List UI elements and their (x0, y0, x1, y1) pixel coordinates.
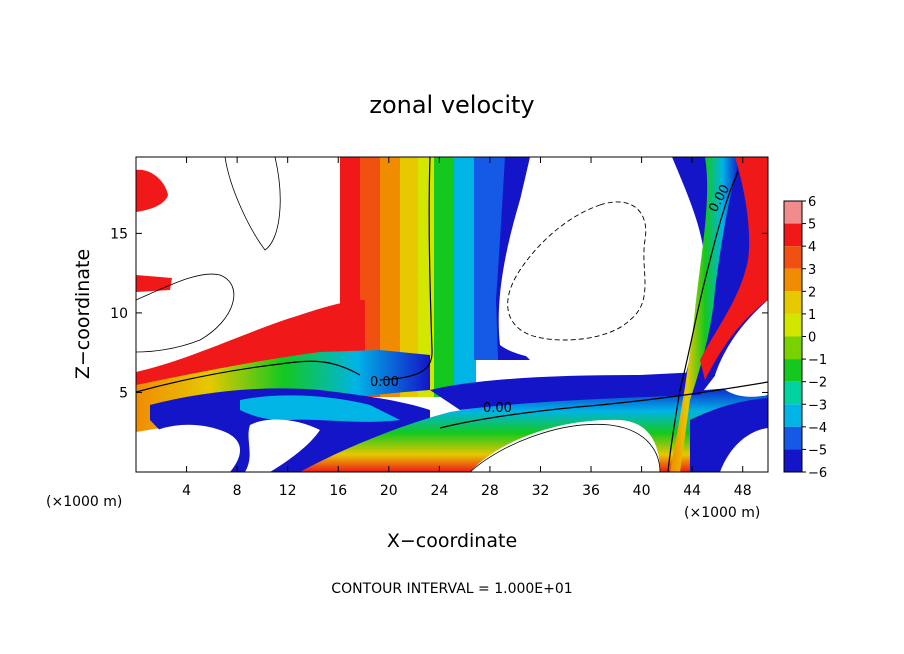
colorbar-swatch (784, 201, 802, 224)
hole-mid (245, 419, 320, 472)
colorbar: 6 5 4 3 2 1 0 −1 −2 −3 −4 −5 −6 (783, 195, 827, 481)
band-amber (380, 157, 402, 397)
x-axis-ticks: 4 8 12 16 20 24 28 32 36 40 44 48 (182, 157, 752, 499)
colorbar-label: 5 (808, 218, 816, 233)
x-tick-label: 48 (734, 483, 752, 499)
contour-interval-note: CONTOUR INTERVAL = 1.000E+01 (331, 581, 572, 597)
colorbar-swatch (784, 268, 802, 292)
colorbar-swatch (784, 359, 802, 382)
y-tick-label: 10 (110, 306, 128, 322)
x-tick-label: 28 (481, 483, 499, 499)
colorbar-label: −3 (808, 398, 827, 413)
colorbar-label: 4 (808, 240, 816, 255)
hole-upper-left (136, 264, 242, 350)
jet-blue (430, 372, 700, 410)
ribbon-lower-right-white (720, 428, 768, 472)
chart-title: zonal velocity (369, 91, 534, 119)
ribbon-right-inner (670, 157, 740, 472)
ribbon-right-red (700, 157, 768, 380)
x-tick-label: 8 (233, 483, 242, 499)
y-axis-label: Z−coordinate (72, 249, 94, 379)
shear-layer-cyan (240, 395, 400, 422)
hole-upper-right (498, 157, 680, 361)
colorbar-swatch (784, 381, 802, 405)
contour-lines (136, 157, 768, 472)
colorbar-swatch (784, 449, 802, 472)
contour-thin-left (136, 273, 235, 353)
contour-dashed-upper (507, 201, 647, 341)
colorbar-label: 3 (808, 263, 816, 278)
band-yellow (400, 157, 420, 397)
contour-thin-top (224, 157, 281, 251)
contour-zero-central (379, 157, 433, 381)
x-axis-label: X−coordinate (387, 530, 517, 552)
x-tick-label: 36 (582, 483, 600, 499)
colorbar-swatch (784, 426, 802, 450)
x-tick-label: 20 (380, 483, 398, 499)
velocity-field: 0.00 0.00 0.00 (136, 157, 768, 472)
colorbar-swatch (784, 223, 802, 247)
colorbar-label: −5 (808, 443, 827, 458)
patch-left-top (136, 169, 168, 212)
y-axis-ticks: 5 10 15 (110, 226, 768, 401)
contour-label-1: 0.00 (370, 375, 399, 390)
band-green (434, 157, 456, 397)
x-tick-label: 24 (430, 483, 448, 499)
hole-bottom-right (470, 419, 660, 472)
colorbar-label: 1 (808, 308, 816, 323)
band-cyan (454, 157, 476, 397)
y-tick-label: 15 (110, 226, 128, 242)
x-tick-label: 32 (532, 483, 550, 499)
y-tick-label: 5 (119, 385, 128, 401)
contour-label-2: 0.00 (483, 401, 512, 416)
x-tick-label: 44 (683, 483, 701, 499)
x-unit-right: (×1000 m) (684, 505, 760, 521)
colorbar-swatch (784, 404, 802, 427)
x-tick-label: 12 (279, 483, 297, 499)
x-tick-label: 40 (633, 483, 651, 499)
contour-thin-bottom (469, 423, 661, 472)
colorbar-label: −6 (808, 466, 827, 481)
contour-zero-lower (439, 381, 768, 429)
x-tick-label: 4 (182, 483, 191, 499)
plot-frame (135, 156, 769, 473)
colorbar-swatch (784, 291, 802, 314)
x-tick-label: 16 (329, 483, 347, 499)
colorbar-label: −4 (808, 421, 827, 436)
hole-left (136, 424, 240, 472)
colorbar-label: 6 (808, 195, 816, 210)
colorbar-label: 2 (808, 285, 816, 300)
contour-zero-right (667, 171, 739, 472)
ribbon-right-white (715, 300, 768, 397)
colorbar-swatch (784, 246, 802, 269)
x-unit-left: (×1000 m) (46, 494, 122, 510)
colorbar-label: 0 (808, 331, 816, 346)
colorbar-label: −2 (808, 376, 827, 391)
contour-zero-shear (136, 360, 361, 393)
colorbar-swatch (784, 336, 802, 360)
colorbar-swatch (784, 313, 802, 337)
colorbar-label: −1 (808, 353, 827, 368)
